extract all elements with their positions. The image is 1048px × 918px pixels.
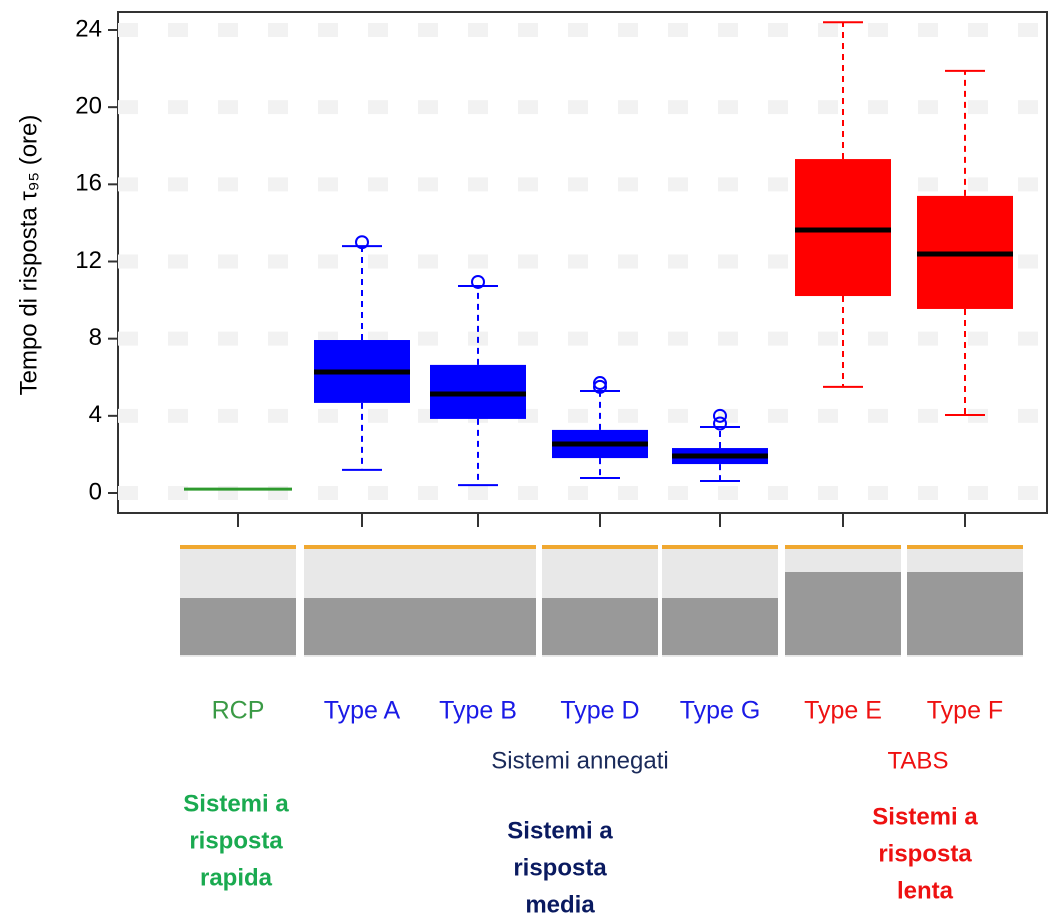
- y-tick-label: 12: [75, 247, 102, 274]
- x-tick-label: Type D: [560, 697, 639, 725]
- x-tick-label: Type B: [439, 697, 517, 725]
- x-tick-label: Type F: [927, 697, 1003, 725]
- outlier: [355, 235, 369, 250]
- icon-finish: [180, 545, 296, 549]
- y-tick-label: 16: [75, 170, 102, 197]
- x-tick-label: RCP: [212, 697, 265, 725]
- outlier: [713, 416, 727, 431]
- system-icon: [420, 545, 536, 657]
- group-label: Sistemi annegati: [491, 747, 668, 774]
- outlier: [593, 379, 607, 394]
- group-label: risposta: [189, 827, 283, 854]
- system-icon: [785, 545, 901, 657]
- group-label: risposta: [878, 840, 972, 867]
- x-tick-label: Type E: [804, 697, 882, 725]
- group-label: TABS: [888, 747, 949, 774]
- system-icon: [662, 545, 778, 657]
- y-tick-label: 4: [89, 401, 102, 428]
- group-label: media: [525, 891, 595, 918]
- box: [795, 159, 891, 297]
- icon-slab: [180, 598, 296, 655]
- y-tick-label: 24: [75, 15, 102, 42]
- x-tick-label: Type G: [680, 697, 761, 725]
- group-label: Sistemi a: [507, 817, 613, 844]
- icon-slab: [420, 598, 536, 655]
- system-icon: [304, 545, 420, 657]
- icon-finish: [542, 545, 658, 549]
- icon-slab: [785, 572, 901, 655]
- icon-slab: [304, 598, 420, 655]
- system-icon: [542, 545, 658, 657]
- y-tick-label: 0: [89, 478, 102, 505]
- icon-finish: [304, 545, 420, 549]
- group-label: Sistemi a: [183, 790, 289, 817]
- icon-finish: [907, 545, 1023, 549]
- y-axis-label: Tempo di risposta τ₉₅ (ore): [15, 115, 42, 396]
- x-tick-label: Type A: [324, 697, 401, 725]
- group-label: lenta: [897, 877, 954, 904]
- icon-slab: [662, 598, 778, 655]
- group-label: risposta: [513, 854, 607, 881]
- icon-finish: [662, 545, 778, 549]
- system-icon: [180, 545, 296, 657]
- outlier: [593, 376, 607, 391]
- group-label: rapida: [200, 864, 273, 891]
- icon-finish: [785, 545, 901, 549]
- icon-slab: [542, 598, 658, 655]
- group-label: Sistemi a: [872, 803, 978, 830]
- icon-finish: [420, 545, 536, 549]
- system-icon: [907, 545, 1023, 657]
- y-tick-label: 8: [89, 324, 102, 351]
- outlier: [713, 408, 727, 423]
- outlier: [471, 274, 485, 289]
- y-tick-label: 20: [75, 93, 102, 120]
- icon-slab: [907, 572, 1023, 655]
